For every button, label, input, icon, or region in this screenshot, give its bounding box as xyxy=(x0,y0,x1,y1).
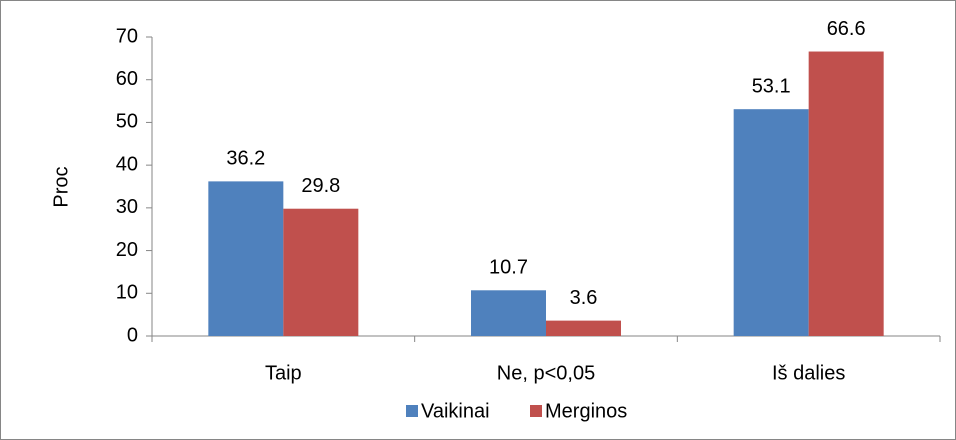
x-tick-label: Iš dalies xyxy=(772,362,845,384)
legend-swatch xyxy=(530,405,542,417)
x-tick-label: Ne, p<0,05 xyxy=(497,362,595,384)
data-label: 66.6 xyxy=(827,18,866,40)
y-axis-label: Proc xyxy=(50,166,72,207)
bar xyxy=(546,320,621,336)
legend-label: Vaikinai xyxy=(421,400,490,422)
y-tick-label: 70 xyxy=(116,25,138,47)
data-label: 10.7 xyxy=(489,257,528,279)
y-tick-label: 0 xyxy=(127,324,138,346)
bar xyxy=(471,290,546,336)
data-label: 29.8 xyxy=(301,175,340,197)
y-tick-label: 30 xyxy=(116,196,138,218)
y-tick-label: 10 xyxy=(116,282,138,304)
bar xyxy=(208,181,284,336)
data-label: 36.2 xyxy=(226,148,265,170)
data-label: 3.6 xyxy=(570,287,598,309)
data-label: 53.1 xyxy=(752,75,791,97)
bar xyxy=(808,51,884,336)
legend-label: Merginos xyxy=(545,400,627,422)
y-tick-label: 20 xyxy=(116,239,138,261)
bar xyxy=(283,208,359,336)
bar xyxy=(733,109,809,337)
x-tick-label: Taip xyxy=(265,362,302,384)
legend-swatch xyxy=(406,405,418,417)
y-tick-label: 50 xyxy=(116,111,138,133)
y-tick-label: 40 xyxy=(116,153,138,175)
y-tick-label: 60 xyxy=(116,68,138,90)
